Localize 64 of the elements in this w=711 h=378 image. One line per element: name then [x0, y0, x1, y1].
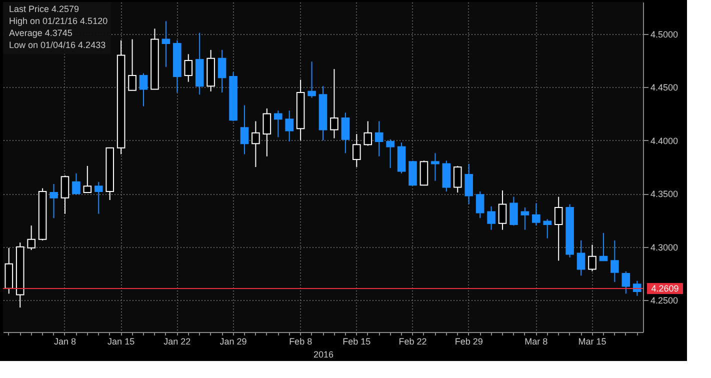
- candlestick: [60, 175, 70, 214]
- x-axis-title: 2016: [313, 350, 334, 360]
- candlestick: [252, 120, 260, 168]
- candlestick: [27, 225, 36, 251]
- annotation: Average 4.3745: [9, 28, 72, 38]
- candlestick: [386, 138, 394, 169]
- candlestick: [610, 240, 619, 282]
- y-tick-label: 4.2500: [650, 296, 678, 306]
- y-tick-label: 4.3500: [650, 189, 678, 200]
- candlestick: [576, 240, 586, 276]
- annotation: Low on 01/04/16 4.2433: [9, 40, 106, 50]
- x-tick-label: Feb 8: [289, 336, 312, 346]
- candlestick: [374, 120, 384, 157]
- x-tick-label: Jan 8: [54, 336, 76, 346]
- candlestick: [476, 190, 484, 219]
- candlestick: [262, 108, 272, 157]
- candlestick: [487, 206, 496, 230]
- candlestick: [83, 165, 92, 194]
- candlestick: [520, 206, 530, 230]
- x-tick-label: Feb 29: [454, 336, 483, 346]
- x-tick-label: Mar 8: [524, 336, 548, 346]
- candlestick: [274, 110, 282, 138]
- candlestick: [554, 196, 563, 262]
- y-tick-label: 4.5000: [650, 29, 678, 40]
- y-tick-label: 4.4500: [650, 82, 678, 93]
- x-tick-label: Feb 15: [342, 336, 371, 346]
- candlestick: [341, 112, 350, 154]
- candlestick: [453, 165, 462, 194]
- candlestick: [72, 172, 80, 196]
- x-tick-label: Jan 29: [220, 336, 247, 346]
- annotation: Last Price 4.2579: [9, 4, 80, 14]
- candlestick: [420, 160, 428, 186]
- candlestick: [464, 163, 473, 205]
- x-tick-label: Jan 22: [164, 336, 191, 346]
- candlestick: [308, 61, 316, 98]
- x-tick-label: Feb 22: [398, 336, 427, 346]
- candlestick: [218, 49, 226, 93]
- candlestick: [431, 152, 440, 182]
- candlestick: [184, 54, 193, 82]
- candlestick: [139, 72, 148, 107]
- candlestick: [442, 160, 451, 192]
- y-tick-label: 4.4000: [650, 136, 678, 146]
- candlestick: [498, 190, 507, 230]
- candlestick: [510, 196, 518, 226]
- candlestick: [599, 232, 608, 262]
- candlestick: [532, 202, 540, 226]
- candlestick: [128, 38, 136, 91]
- x-tick-label: Mar 15: [578, 336, 606, 346]
- candlestick: [330, 68, 338, 139]
- candlestick: [285, 110, 294, 142]
- candlestick: [543, 218, 552, 239]
- x-tick-label: Jan 15: [108, 336, 135, 346]
- candlestick: [352, 134, 361, 168]
- candlestick: [94, 181, 103, 214]
- candlestick: [162, 20, 170, 68]
- y-tick-label: 4.3000: [650, 242, 678, 252]
- candlestick: [50, 184, 58, 219]
- annotation: High on 01/21/16 4.5120: [9, 16, 108, 26]
- ref-line-label: 4.2609: [651, 283, 679, 294]
- candlestick: [240, 104, 249, 155]
- candlestick: [588, 244, 596, 272]
- candlestick: [364, 120, 372, 146]
- candlestick: [622, 270, 630, 294]
- candlestick: [408, 160, 417, 186]
